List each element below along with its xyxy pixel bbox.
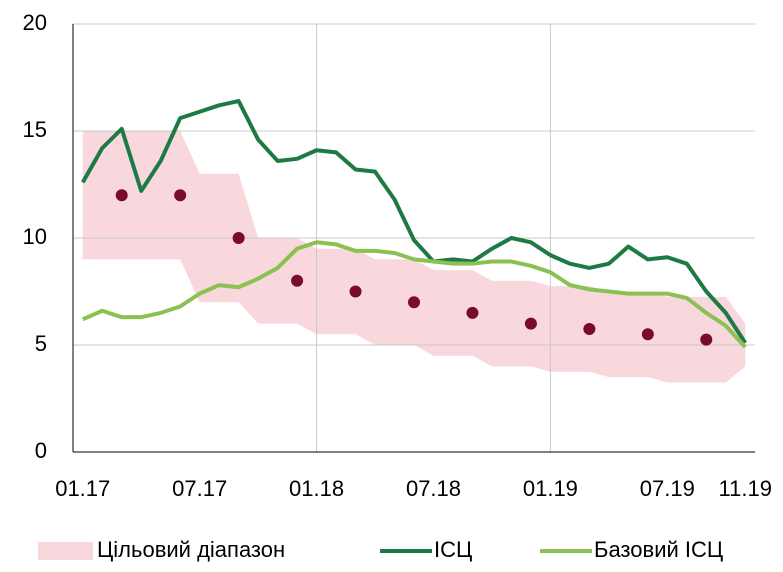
target-point	[408, 296, 420, 309]
x-tick-label: 07.19	[640, 476, 695, 501]
legend-label: Цільовий діапазон	[97, 537, 285, 562]
y-tick-label: 5	[35, 331, 47, 356]
target-point	[174, 189, 187, 202]
target-point	[349, 285, 362, 298]
y-tick-label: 15	[23, 117, 47, 142]
target-point	[115, 189, 128, 202]
target-point	[700, 333, 713, 346]
line-series	[81, 240, 747, 349]
y-tick-label: 0	[35, 438, 47, 463]
x-tick-label: 07.18	[406, 476, 461, 501]
line-series	[81, 99, 747, 344]
target-point	[291, 274, 304, 287]
target-band	[82, 131, 746, 383]
x-tick-label: 11.19	[719, 476, 772, 501]
legend-label: ІСЦ	[434, 537, 472, 562]
legend-swatch	[38, 542, 93, 560]
x-tick-label: 07.17	[172, 476, 227, 501]
target-point	[524, 317, 537, 330]
x-tick-label: 01.17	[55, 476, 110, 501]
y-tick-label: 10	[23, 224, 47, 249]
target-point	[232, 232, 245, 244]
legend-label: Базовий ІСЦ	[594, 537, 723, 562]
x-tick-label: 01.19	[523, 476, 578, 501]
target-point	[466, 306, 479, 319]
x-tick-label: 01.18	[289, 476, 344, 501]
target-point	[583, 322, 596, 335]
y-tick-label: 20	[23, 10, 47, 35]
target-point	[641, 328, 654, 341]
